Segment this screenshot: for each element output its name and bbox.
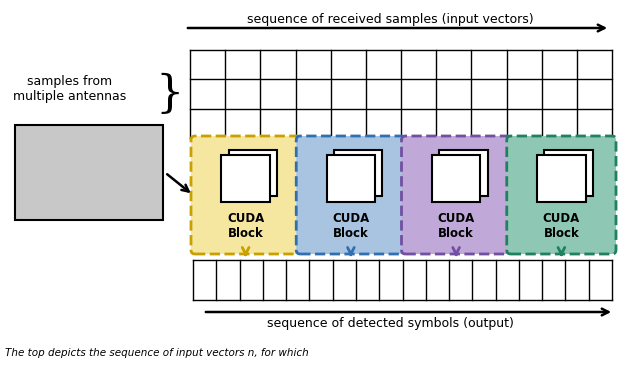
Bar (432, 155, 480, 202)
Text: CUDA
Block: CUDA Block (227, 212, 264, 240)
Text: The top depicts the sequence of input vectors n, for which: The top depicts the sequence of input ve… (5, 348, 309, 358)
Bar (229, 150, 277, 196)
Text: }: } (156, 72, 184, 116)
FancyBboxPatch shape (507, 136, 616, 254)
Text: sequence of detected symbols (output): sequence of detected symbols (output) (267, 317, 513, 330)
Bar (334, 150, 383, 196)
Text: CUDA
Block: CUDA Block (543, 212, 580, 240)
Bar (544, 150, 593, 196)
Text: CUDA
Block: CUDA Block (332, 212, 369, 240)
FancyBboxPatch shape (401, 136, 511, 254)
Text: samples from
multiple antennas: samples from multiple antennas (14, 75, 127, 103)
Bar (327, 155, 375, 202)
FancyBboxPatch shape (15, 125, 163, 220)
Text: dictionary
&
coefficients: dictionary & coefficients (49, 149, 129, 196)
Bar (439, 150, 488, 196)
Bar (221, 155, 270, 202)
Text: sequence of received samples (input vectors): sequence of received samples (input vect… (247, 13, 533, 26)
Text: CUDA
Block: CUDA Block (437, 212, 475, 240)
FancyBboxPatch shape (296, 136, 406, 254)
FancyBboxPatch shape (191, 136, 300, 254)
Bar (537, 155, 586, 202)
